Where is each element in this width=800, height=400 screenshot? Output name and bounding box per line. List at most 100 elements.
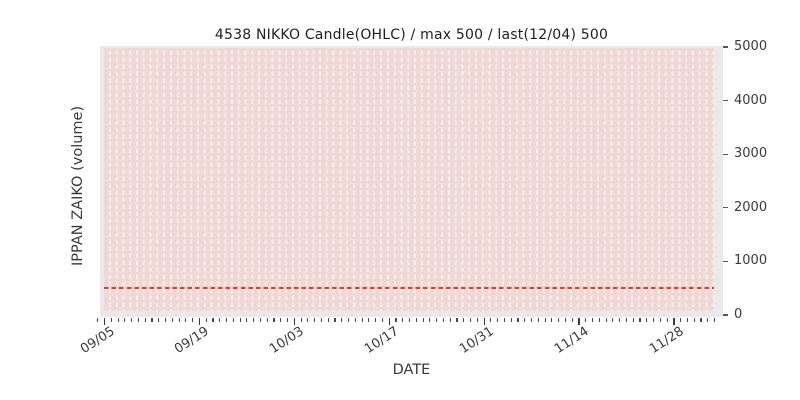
reference-line <box>104 287 714 289</box>
y-tick-mark <box>723 99 728 102</box>
x-minor-tick <box>219 318 221 322</box>
x-minor-tick <box>707 318 709 322</box>
x-minor-tick <box>402 318 404 322</box>
x-minor-tick <box>368 318 370 322</box>
y-tick-label: 2000 <box>734 199 768 215</box>
x-tick-label: 09/19 <box>172 324 213 357</box>
y-tick-mark <box>723 46 728 48</box>
x-minor-tick <box>232 318 234 322</box>
x-minor-tick <box>625 318 627 322</box>
x-minor-tick <box>137 318 139 322</box>
x-minor-tick <box>131 318 133 322</box>
x-minor-tick <box>429 318 431 322</box>
x-minor-tick <box>510 318 512 322</box>
x-minor-tick <box>171 318 173 322</box>
x-minor-tick <box>185 318 187 322</box>
y-tick-label: 4000 <box>734 92 768 108</box>
x-minor-tick <box>226 318 228 322</box>
x-minor-tick <box>253 318 255 322</box>
x-major-tick <box>578 318 580 325</box>
x-minor-tick <box>178 318 180 322</box>
x-tick-label: 10/17 <box>362 324 402 357</box>
y-tick-mark <box>723 153 728 155</box>
x-minor-tick <box>259 318 261 322</box>
x-tick-label: 10/03 <box>267 324 307 357</box>
plot-area <box>100 46 723 317</box>
x-minor-tick <box>693 318 695 322</box>
x-minor-tick <box>646 318 648 322</box>
x-minor-tick <box>544 318 546 322</box>
x-minor-tick <box>564 318 566 322</box>
x-minor-tick <box>280 318 282 322</box>
x-major-tick <box>673 318 675 325</box>
x-minor-tick <box>456 318 458 322</box>
chart-title: 4538 NIKKO Candle(OHLC) / max 500 / last… <box>214 27 609 43</box>
x-minor-tick <box>592 318 594 322</box>
x-minor-tick <box>151 318 153 322</box>
x-minor-tick <box>619 318 621 322</box>
x-major-tick <box>293 318 295 325</box>
x-minor-tick <box>192 318 194 322</box>
x-tick-label: 09/05 <box>77 324 118 357</box>
x-minor-tick <box>524 318 526 322</box>
x-major-tick <box>198 318 201 325</box>
y-tick-label: 3000 <box>734 146 768 162</box>
x-minor-tick <box>361 318 363 322</box>
x-minor-tick <box>334 318 336 322</box>
candles-area <box>104 48 714 311</box>
x-minor-tick <box>409 318 411 322</box>
x-minor-tick <box>158 318 160 322</box>
x-minor-tick <box>436 318 438 322</box>
x-minor-tick <box>700 318 702 322</box>
x-minor-tick <box>490 318 492 322</box>
x-minor-tick <box>497 318 499 322</box>
y-axis-title: IPPAN ZAIKO (volume) <box>70 105 86 266</box>
x-axis-title: DATE <box>392 362 431 378</box>
x-minor-tick <box>470 318 472 322</box>
x-minor-tick <box>531 318 533 322</box>
x-minor-tick <box>612 318 614 322</box>
x-minor-tick <box>300 318 302 322</box>
x-minor-tick <box>273 318 275 322</box>
x-minor-tick <box>639 318 641 322</box>
x-minor-tick <box>476 318 478 322</box>
x-minor-tick <box>463 318 465 322</box>
x-minor-tick <box>97 318 99 322</box>
x-minor-tick <box>320 318 322 322</box>
x-minor-tick <box>632 318 634 322</box>
x-tick-label: 11/28 <box>646 324 687 357</box>
y-tick-mark <box>723 314 728 316</box>
x-minor-tick <box>686 318 688 322</box>
x-major-tick <box>483 318 485 325</box>
x-minor-tick <box>585 318 587 322</box>
x-minor-tick <box>415 318 417 322</box>
x-minor-tick <box>503 318 505 322</box>
x-minor-tick <box>714 318 716 322</box>
x-minor-tick <box>165 318 167 322</box>
x-major-tick <box>104 318 106 325</box>
x-minor-tick <box>327 318 329 322</box>
x-minor-tick <box>212 318 214 322</box>
y-tick-mark <box>723 260 728 263</box>
x-minor-tick <box>653 318 655 322</box>
x-minor-tick <box>246 318 248 322</box>
x-minor-tick <box>442 318 444 322</box>
x-minor-tick <box>449 318 451 322</box>
x-minor-tick <box>341 318 343 322</box>
x-minor-tick <box>395 318 397 322</box>
x-tick-label: 11/14 <box>552 324 592 357</box>
x-minor-tick <box>571 318 573 322</box>
x-minor-tick <box>117 318 119 322</box>
x-minor-tick <box>307 318 309 322</box>
x-minor-tick <box>375 318 377 322</box>
y-tick-label: 5000 <box>734 38 768 54</box>
x-major-tick <box>388 318 390 325</box>
x-minor-tick <box>517 318 519 322</box>
x-minor-tick <box>422 318 424 322</box>
x-minor-tick <box>205 318 207 322</box>
y-tick-mark <box>723 207 728 209</box>
x-minor-tick <box>598 318 600 322</box>
x-minor-tick <box>558 318 560 322</box>
x-minor-tick <box>287 318 289 322</box>
